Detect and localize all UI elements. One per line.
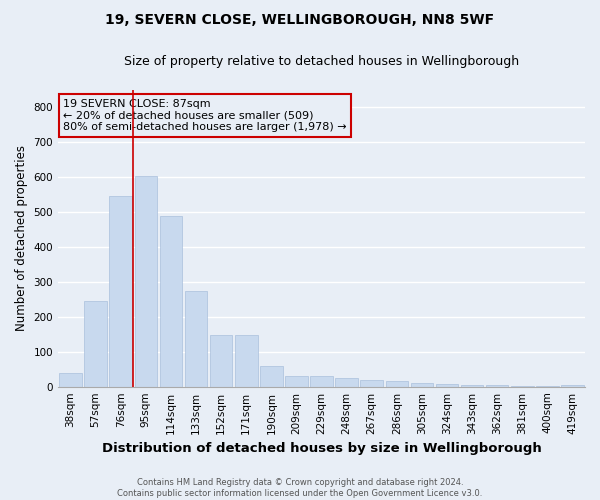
Bar [59,372,82,386]
Bar [410,383,433,386]
Bar [210,335,232,386]
Bar [436,384,458,386]
Bar [85,301,107,386]
Text: 19 SEVERN CLOSE: 87sqm
← 20% of detached houses are smaller (509)
80% of semi-de: 19 SEVERN CLOSE: 87sqm ← 20% of detached… [64,99,347,132]
Bar [260,366,283,386]
Bar [335,378,358,386]
Bar [386,382,408,386]
Text: Contains HM Land Registry data © Crown copyright and database right 2024.
Contai: Contains HM Land Registry data © Crown c… [118,478,482,498]
Title: Size of property relative to detached houses in Wellingborough: Size of property relative to detached ho… [124,55,519,68]
Bar [160,216,182,386]
Bar [310,376,333,386]
Bar [134,176,157,386]
Bar [285,376,308,386]
Bar [185,290,208,386]
Y-axis label: Number of detached properties: Number of detached properties [15,146,28,332]
Bar [461,385,484,386]
Bar [361,380,383,386]
Bar [561,385,584,386]
Bar [486,385,508,386]
Text: 19, SEVERN CLOSE, WELLINGBOROUGH, NN8 5WF: 19, SEVERN CLOSE, WELLINGBOROUGH, NN8 5W… [106,12,494,26]
X-axis label: Distribution of detached houses by size in Wellingborough: Distribution of detached houses by size … [101,442,541,455]
Bar [235,335,257,386]
Bar [109,196,132,386]
